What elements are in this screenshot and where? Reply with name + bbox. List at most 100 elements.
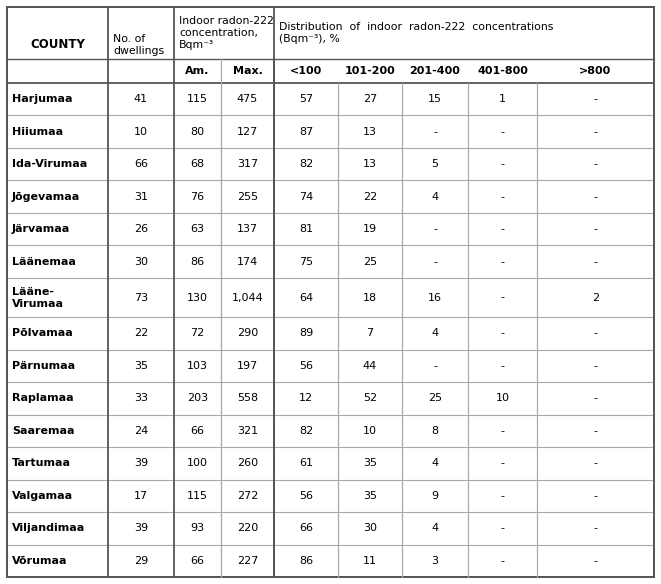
Text: 66: 66 [190, 426, 204, 436]
Text: 4: 4 [432, 458, 438, 468]
Text: COUNTY: COUNTY [30, 39, 85, 51]
Text: 8: 8 [432, 426, 438, 436]
Text: 4: 4 [432, 523, 438, 533]
Text: 68: 68 [190, 159, 204, 169]
Text: 35: 35 [363, 458, 377, 468]
Text: 130: 130 [187, 293, 208, 303]
Text: Läänemaa: Läänemaa [12, 256, 76, 267]
Text: 52: 52 [363, 394, 377, 404]
Text: Hiiumaa: Hiiumaa [12, 127, 63, 137]
Text: 2: 2 [592, 293, 599, 303]
Text: 3: 3 [432, 556, 438, 566]
Text: 10: 10 [496, 394, 510, 404]
Text: -: - [594, 224, 598, 234]
Text: 80: 80 [190, 127, 204, 137]
Text: 72: 72 [190, 328, 205, 339]
Text: 11: 11 [363, 556, 377, 566]
Text: 12: 12 [299, 394, 313, 404]
Text: 63: 63 [190, 224, 204, 234]
Text: -: - [433, 127, 437, 137]
Text: -: - [500, 293, 504, 303]
Text: 197: 197 [237, 361, 258, 371]
Text: 30: 30 [134, 256, 148, 267]
Text: 39: 39 [134, 458, 148, 468]
Text: Harjumaa: Harjumaa [12, 94, 73, 104]
Text: -: - [500, 523, 504, 533]
Text: -: - [433, 224, 437, 234]
Text: 33: 33 [134, 394, 148, 404]
Text: 89: 89 [299, 328, 313, 339]
Text: -: - [500, 361, 504, 371]
Text: 115: 115 [187, 491, 208, 501]
Text: <100: <100 [290, 66, 322, 76]
Text: -: - [500, 556, 504, 566]
Text: 100: 100 [187, 458, 208, 468]
Text: 81: 81 [299, 224, 313, 234]
Text: 44: 44 [363, 361, 377, 371]
Text: -: - [594, 94, 598, 104]
Text: 41: 41 [134, 94, 148, 104]
Text: -: - [594, 361, 598, 371]
Text: 255: 255 [237, 192, 258, 201]
Text: -: - [500, 328, 504, 339]
Text: -: - [594, 426, 598, 436]
Text: -: - [594, 458, 598, 468]
Text: 13: 13 [363, 127, 377, 137]
Text: 25: 25 [363, 256, 377, 267]
Text: 17: 17 [134, 491, 148, 501]
Text: 76: 76 [190, 192, 204, 201]
Text: -: - [594, 491, 598, 501]
Text: Am.: Am. [185, 66, 210, 76]
Text: 35: 35 [363, 491, 377, 501]
Text: 26: 26 [134, 224, 148, 234]
Text: Valgamaa: Valgamaa [12, 491, 73, 501]
Text: Jõgevamaa: Jõgevamaa [12, 192, 80, 201]
Text: 9: 9 [432, 491, 438, 501]
Text: 82: 82 [299, 426, 313, 436]
Text: 18: 18 [363, 293, 377, 303]
Text: -: - [594, 127, 598, 137]
Text: 66: 66 [299, 523, 313, 533]
Text: 27: 27 [363, 94, 377, 104]
Text: 1: 1 [499, 94, 506, 104]
Text: 93: 93 [190, 523, 204, 533]
Text: -: - [500, 458, 504, 468]
Text: 174: 174 [237, 256, 258, 267]
Text: 82: 82 [299, 159, 313, 169]
Text: >800: >800 [580, 66, 611, 76]
Text: 25: 25 [428, 394, 442, 404]
Text: Max.: Max. [233, 66, 262, 76]
Text: 24: 24 [134, 426, 148, 436]
Text: 74: 74 [299, 192, 313, 201]
Text: Ida-Virumaa: Ida-Virumaa [12, 159, 87, 169]
Text: Saaremaa: Saaremaa [12, 426, 75, 436]
Text: 75: 75 [299, 256, 313, 267]
Text: 4: 4 [432, 328, 438, 339]
Text: 13: 13 [363, 159, 377, 169]
Text: -: - [500, 127, 504, 137]
Text: 22: 22 [363, 192, 377, 201]
Text: Pärnumaa: Pärnumaa [12, 361, 75, 371]
Text: -: - [500, 491, 504, 501]
Text: 317: 317 [237, 159, 258, 169]
Text: -: - [594, 328, 598, 339]
Text: 22: 22 [134, 328, 148, 339]
Text: 127: 127 [237, 127, 258, 137]
Text: -: - [500, 159, 504, 169]
Text: 39: 39 [134, 523, 148, 533]
Text: Indoor radon-222
concentration,
Bqm⁻³: Indoor radon-222 concentration, Bqm⁻³ [179, 16, 274, 50]
Text: -: - [500, 426, 504, 436]
Text: 66: 66 [190, 556, 204, 566]
Text: 86: 86 [299, 556, 313, 566]
Text: Järvamaa: Järvamaa [12, 224, 70, 234]
Text: -: - [594, 523, 598, 533]
Text: 201-400: 201-400 [410, 66, 461, 76]
Text: Tartumaa: Tartumaa [12, 458, 71, 468]
Text: 64: 64 [299, 293, 313, 303]
Text: 35: 35 [134, 361, 148, 371]
Text: 86: 86 [190, 256, 204, 267]
Text: Raplamaa: Raplamaa [12, 394, 73, 404]
Text: 272: 272 [237, 491, 258, 501]
Text: 137: 137 [237, 224, 258, 234]
Text: 19: 19 [363, 224, 377, 234]
